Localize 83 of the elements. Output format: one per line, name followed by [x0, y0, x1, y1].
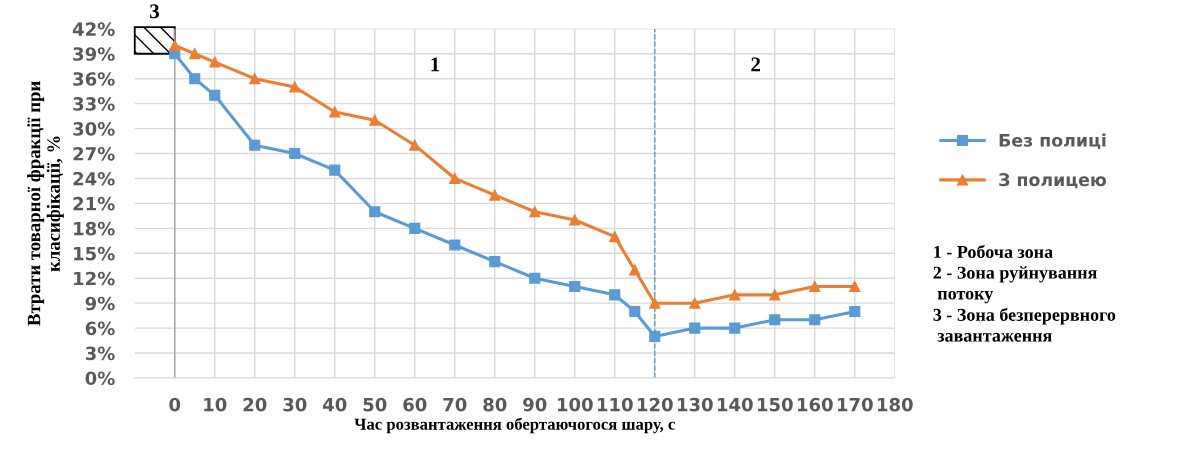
- y-tick-label: 42%: [72, 22, 115, 36]
- point: [849, 280, 861, 293]
- y-tick-label: 15%: [74, 246, 115, 261]
- x-tick-label: 90: [523, 397, 547, 412]
- point: [769, 289, 781, 301]
- point: [569, 280, 581, 293]
- point: [409, 139, 421, 151]
- point: [629, 305, 641, 318]
- x-tick-label: 40: [323, 397, 347, 412]
- point: [329, 164, 341, 176]
- point: [529, 272, 541, 284]
- point: [489, 256, 501, 268]
- point: [249, 73, 261, 85]
- x-tick-label: 130: [677, 397, 713, 412]
- point: [609, 289, 621, 301]
- x-tick-label: 80: [483, 397, 507, 412]
- text: 2 - Зона руйнування потоку: [933, 266, 1097, 304]
- x-tick-label: 60: [403, 397, 427, 412]
- x-tick-label: 170: [837, 397, 873, 412]
- y-tick-label: 30%: [73, 122, 115, 136]
- y-tick-label: 18%: [74, 221, 115, 236]
- point: [449, 172, 461, 185]
- point: [529, 206, 541, 218]
- point: [609, 231, 621, 243]
- x-tick-label: 10: [204, 397, 227, 412]
- y-tick-label: 6%: [85, 321, 115, 336]
- point: [849, 305, 861, 318]
- x-tick-label: 0: [169, 397, 181, 412]
- point: [209, 56, 221, 68]
- point: [369, 206, 381, 218]
- point: [809, 314, 821, 326]
- point: [629, 264, 641, 276]
- x-tick-label: 20: [243, 397, 267, 412]
- y-tick-label: 39%: [73, 47, 115, 61]
- x-tick-label: 140: [717, 397, 753, 412]
- text: 3 - Зона безперервного завантаження: [933, 307, 1116, 342]
- point: [409, 222, 421, 234]
- x-tick-label: 100: [557, 397, 593, 412]
- x-tick-label: 50: [363, 397, 387, 412]
- y-tick-label: 21%: [73, 196, 115, 211]
- legend-label: З полицею: [999, 173, 1107, 189]
- y-tick-label: 3%: [85, 346, 115, 361]
- y-axis-title: Втрати товарної фракції при класифікації, %: [27, 81, 64, 326]
- y-tick-label: 0%: [85, 371, 115, 386]
- point: [289, 147, 301, 160]
- point: [649, 330, 661, 342]
- point: [729, 289, 741, 301]
- text: 1 - Робоча зона: [934, 244, 1053, 259]
- point: [689, 297, 701, 309]
- point: [289, 81, 301, 93]
- point: [649, 297, 661, 309]
- x-axis-title: Час розвантаження обертаючогося шару, с: [354, 417, 675, 434]
- y-tick-label: 9%: [85, 296, 115, 311]
- y-tick-label: 12%: [74, 271, 115, 286]
- text: 3: [150, 4, 159, 19]
- legend-label: Без полиці: [999, 133, 1106, 149]
- point: [489, 189, 501, 201]
- x-tick-label: 110: [597, 397, 633, 412]
- x-tick-label: 160: [797, 397, 833, 412]
- annotation: 2: [751, 57, 760, 72]
- x-tick-label: 150: [757, 397, 793, 412]
- point: [369, 114, 381, 126]
- y-tick-label: 36%: [73, 72, 115, 86]
- point: [169, 39, 181, 51]
- point: [809, 280, 821, 293]
- point: [189, 48, 201, 60]
- x-tick-label: 180: [877, 397, 913, 412]
- point: [249, 139, 261, 151]
- x-tick-label: 70: [443, 397, 467, 412]
- x-tick-label: 120: [637, 397, 673, 412]
- x-tick-label: 30: [283, 397, 307, 412]
- point: [689, 322, 701, 334]
- annotation: 1: [431, 57, 440, 72]
- point: [449, 239, 461, 251]
- point: [569, 214, 581, 226]
- point: [189, 73, 201, 85]
- y-tick-label: 24%: [73, 171, 115, 186]
- point: [209, 89, 221, 101]
- point: [769, 314, 781, 326]
- y-tick-label: 27%: [73, 146, 115, 161]
- point: [329, 106, 341, 118]
- y-tick-label: 33%: [73, 97, 115, 111]
- point: [729, 322, 741, 334]
